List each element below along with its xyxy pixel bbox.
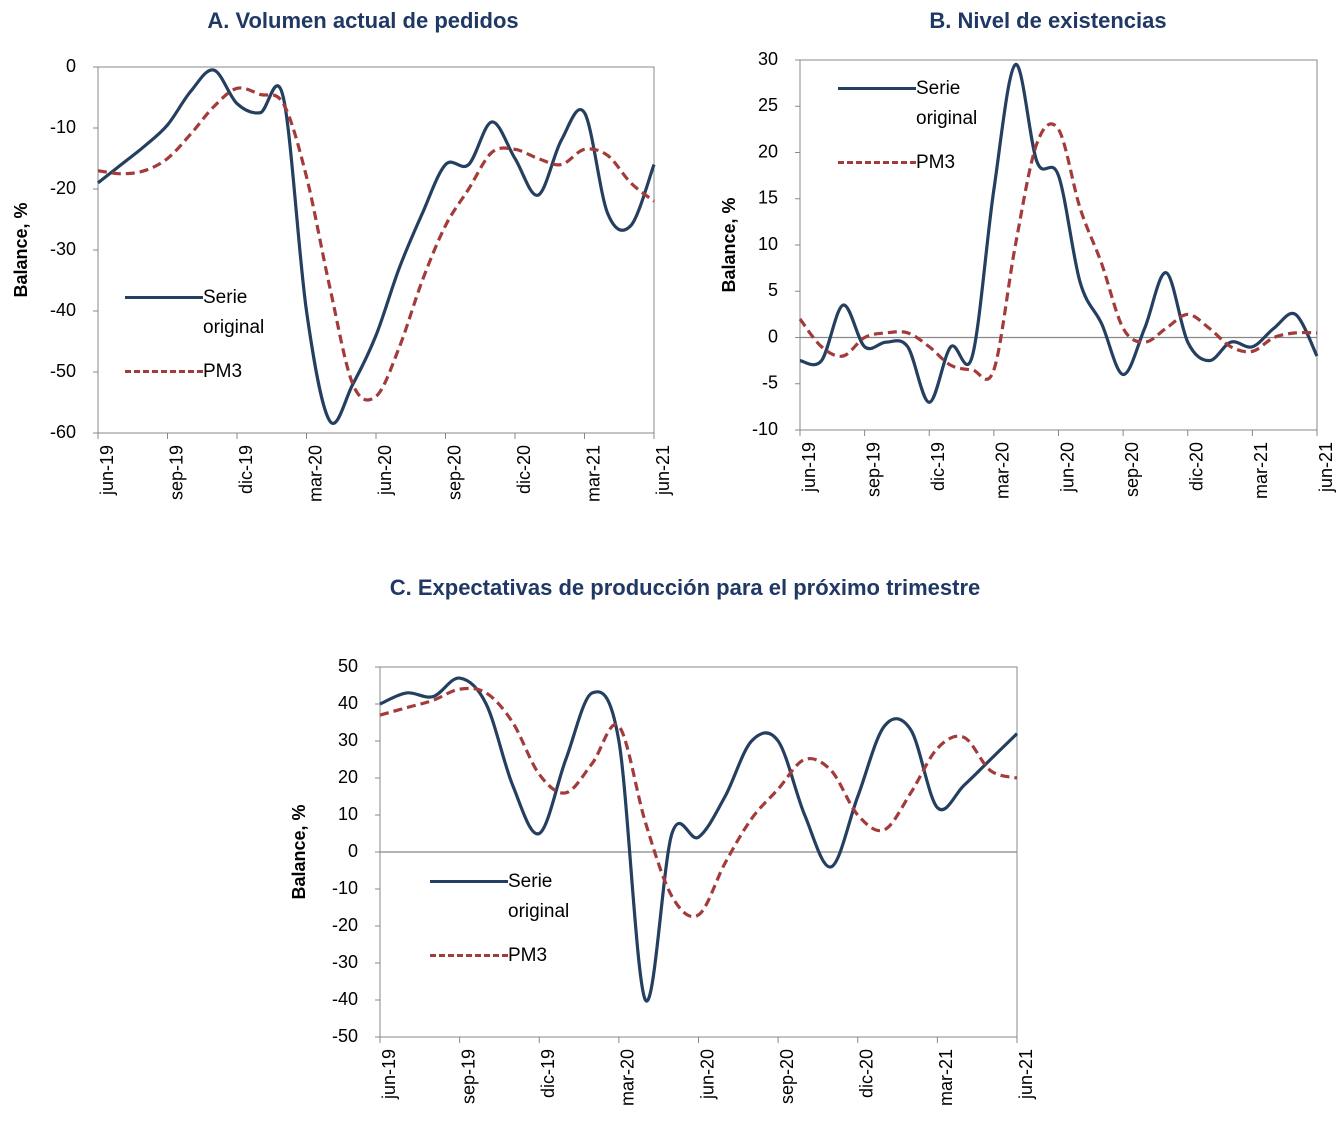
y-tick-label: 15 — [758, 188, 778, 208]
y-tick-label: -60 — [50, 422, 76, 442]
x-tick-label: sep-20 — [1122, 442, 1142, 497]
y-tick-label: 10 — [758, 234, 778, 254]
legend-entry: PM3 — [430, 941, 608, 971]
legend-label: Serie original — [203, 287, 265, 338]
legend-label: PM3 — [508, 945, 548, 966]
legend-swatch — [838, 87, 916, 90]
series-line — [97, 68, 656, 425]
x-tick-label: jun-19 — [799, 442, 819, 493]
series-line — [97, 86, 655, 402]
y-axis-label: Balance, % — [289, 804, 309, 899]
x-tick-label: mar-21 — [936, 1049, 956, 1106]
x-tick-label: mar-20 — [305, 445, 325, 502]
y-tick-label: 0 — [768, 326, 778, 346]
y-tick-label: 50 — [338, 656, 358, 676]
series-line — [798, 122, 1318, 381]
y-tick-label: 20 — [338, 767, 358, 787]
x-tick-label: dic-19 — [928, 442, 948, 491]
chart-title: A. Volumen actual de pedidos — [207, 8, 518, 33]
x-tick-label: jun-21 — [1316, 442, 1336, 493]
series-line — [379, 676, 1019, 1003]
y-tick-label: -5 — [762, 373, 778, 393]
x-tick-label: sep-20 — [777, 1049, 797, 1104]
x-tick-label: mar-21 — [583, 445, 603, 502]
x-tick-label: jun-21 — [1016, 1049, 1036, 1100]
y-tick-label: 5 — [768, 280, 778, 300]
legend-label: PM3 — [916, 152, 956, 173]
x-tick-label: dic-20 — [857, 1049, 877, 1098]
y-tick-label: -40 — [332, 989, 358, 1009]
x-tick-label: mar-20 — [618, 1049, 638, 1106]
y-axis-label: Balance, % — [719, 197, 739, 292]
x-tick-label: dic-20 — [1187, 442, 1207, 491]
x-tick-label: jun-20 — [1057, 442, 1077, 493]
y-tick-label: -10 — [50, 117, 76, 137]
legend-swatch — [125, 370, 203, 373]
legend: Serie original PM3 — [838, 74, 1016, 192]
legend-entry: PM3 — [838, 148, 1016, 178]
chart-title: C. Expectativas de producción para el pr… — [390, 575, 981, 600]
x-tick-label: jun-21 — [653, 445, 673, 496]
series-line — [379, 686, 1018, 919]
legend-entry: PM3 — [125, 357, 303, 387]
x-tick-label: mar-21 — [1251, 442, 1271, 499]
y-tick-label: -20 — [332, 915, 358, 935]
y-tick-label: -10 — [332, 878, 358, 898]
legend-entry: Serie original — [430, 867, 608, 927]
y-tick-label: -30 — [50, 239, 76, 259]
y-tick-label: -20 — [50, 178, 76, 198]
legend-swatch — [430, 954, 508, 957]
y-tick-label: -30 — [332, 952, 358, 972]
y-tick-label: 30 — [338, 730, 358, 750]
series-line — [799, 63, 1319, 404]
legend-swatch — [125, 296, 203, 299]
y-tick-label: 0 — [348, 841, 358, 861]
y-tick-label: -50 — [50, 361, 76, 381]
x-tick-label: mar-20 — [993, 442, 1013, 499]
x-tick-label: dic-19 — [538, 1049, 558, 1098]
x-tick-label: sep-19 — [863, 442, 883, 497]
y-tick-label: -10 — [752, 419, 778, 439]
y-tick-label: -40 — [50, 300, 76, 320]
y-tick-label: 10 — [338, 804, 358, 824]
x-tick-label: dic-20 — [514, 445, 534, 494]
legend: Serie original PM3 — [125, 283, 303, 401]
x-tick-label: jun-20 — [375, 445, 395, 496]
y-axis-label: Balance, % — [11, 202, 31, 297]
legend-swatch — [430, 880, 508, 883]
y-tick-label: 40 — [338, 693, 358, 713]
y-tick-label: -50 — [332, 1026, 358, 1046]
legend-swatch — [838, 161, 916, 164]
x-tick-label: jun-20 — [697, 1049, 717, 1100]
legend-label: Serie original — [916, 78, 978, 129]
x-tick-label: jun-19 — [97, 445, 117, 496]
y-tick-label: 25 — [758, 95, 778, 115]
y-tick-label: 0 — [66, 56, 76, 76]
x-tick-label: jun-19 — [379, 1049, 399, 1100]
legend-entry: Serie original — [125, 283, 303, 343]
x-tick-label: sep-19 — [458, 1049, 478, 1104]
y-tick-label: 20 — [758, 141, 778, 161]
legend: Serie original PM3 — [430, 867, 608, 985]
y-tick-label: 30 — [758, 49, 778, 69]
chart-title: B. Nivel de existencias — [929, 8, 1166, 33]
x-tick-label: sep-20 — [444, 445, 464, 500]
legend-label: PM3 — [203, 361, 243, 382]
x-tick-label: dic-19 — [236, 445, 256, 494]
legend-entry: Serie original — [838, 74, 1016, 134]
x-tick-label: sep-19 — [166, 445, 186, 500]
legend-label: Serie original — [508, 871, 570, 922]
